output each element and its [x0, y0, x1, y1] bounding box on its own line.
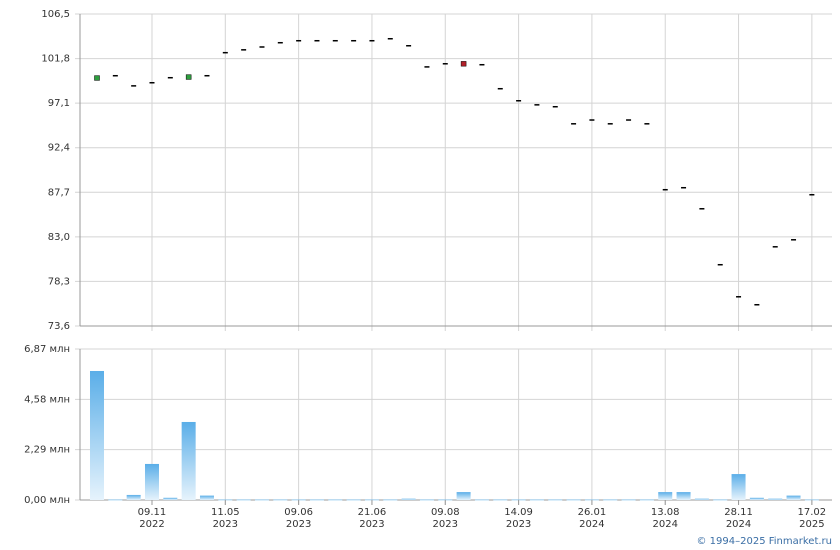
candle [644, 123, 650, 125]
x-tick-label: 13.08 2024 [650, 507, 680, 530]
volume-bar [199, 495, 214, 500]
candle [167, 76, 173, 79]
y-tick-label: 4,58 млн [24, 394, 70, 405]
volume-bar [254, 499, 269, 501]
y-tick-label: 6,87 млн [24, 344, 70, 355]
volume-bar [529, 499, 544, 501]
volume-bar [163, 497, 178, 500]
y-tick-label: 106,5 [41, 9, 70, 20]
candle [277, 41, 283, 44]
y-tick-label: 92,4 [48, 143, 70, 154]
candle [351, 39, 357, 42]
y-tick-label: 78,3 [48, 276, 70, 287]
x-tick-label: 17.02 2025 [797, 507, 827, 530]
candle [259, 46, 265, 48]
y-tick-label: 73,6 [48, 321, 70, 332]
candle [442, 63, 448, 65]
candle [222, 51, 228, 54]
x-tick-label: 14.09 2023 [504, 507, 533, 530]
y-tick-label: 0,00 млн [24, 495, 70, 506]
volume-bar [749, 497, 764, 500]
volume-bar [126, 494, 141, 500]
volume-bar [90, 370, 104, 500]
candle [497, 87, 503, 90]
x-tick-label: 21.06 2023 [357, 507, 387, 530]
volume-bar [346, 499, 361, 501]
candle [791, 239, 797, 241]
volume-bar [493, 499, 508, 501]
candle [571, 123, 577, 125]
volume-bar [309, 499, 324, 501]
candle [460, 61, 467, 67]
candle [406, 45, 412, 47]
candle [699, 208, 705, 210]
candle [662, 188, 668, 191]
candle [241, 49, 247, 51]
y-tick-label: 97,1 [48, 98, 70, 109]
candle [589, 119, 595, 121]
volume-bar [419, 499, 434, 501]
volume-bar [273, 499, 288, 501]
volume-bar [401, 498, 416, 500]
volume-bar [566, 499, 581, 501]
candle [424, 66, 430, 68]
y-tick-label: 2,29 млн [24, 445, 70, 456]
volume-bar [474, 499, 489, 501]
candle [479, 63, 485, 66]
x-tick-label: 28.11 2024 [724, 507, 753, 530]
candle [626, 119, 632, 121]
volume-bar [621, 499, 636, 501]
volume-bar [181, 421, 196, 500]
volume-bar [548, 499, 563, 501]
volume-bar [731, 474, 746, 500]
volume-bar [603, 499, 618, 501]
candle [717, 263, 723, 266]
candle [754, 303, 760, 306]
candle [516, 100, 522, 102]
candle [772, 246, 778, 248]
candle [296, 39, 302, 42]
volume-bar [786, 495, 801, 500]
y-tick-label: 101,8 [41, 54, 70, 65]
candle [369, 39, 375, 42]
x-tick-label: 09.06 2023 [284, 507, 313, 530]
candle [681, 186, 687, 189]
candle [332, 39, 338, 42]
candle [736, 296, 742, 298]
candle [534, 104, 540, 106]
x-tick-label: 09.11 2022 [137, 507, 167, 530]
candle [809, 193, 815, 196]
candle [112, 74, 118, 77]
volume-bar [144, 463, 159, 500]
volume-bar [676, 492, 691, 500]
candle [149, 81, 155, 84]
volume-bar [658, 492, 673, 500]
candle [94, 75, 100, 81]
candle [387, 37, 393, 40]
volume-bar [713, 499, 728, 501]
candle [607, 123, 613, 125]
copyright: © 1994–2025 Finmarket.ru [696, 536, 832, 547]
volume-bar [108, 499, 123, 501]
volume-bar [768, 498, 783, 500]
x-tick-label: 09.08 2023 [430, 507, 460, 530]
candle [552, 105, 558, 108]
volume-bar [694, 498, 709, 500]
volume-bar [383, 499, 398, 501]
volume-bar [328, 499, 343, 501]
candle [314, 39, 320, 42]
candle [204, 74, 210, 77]
volume-bar [236, 499, 251, 501]
volume-bar [456, 492, 471, 500]
y-tick-label: 83,0 [48, 232, 70, 243]
volume-bar [639, 499, 654, 501]
candle [185, 74, 192, 80]
x-tick-label: 11.05 2023 [210, 507, 240, 530]
y-tick-label: 87,7 [48, 187, 70, 198]
candle [131, 85, 137, 87]
x-tick-label: 26.01 2024 [577, 507, 607, 530]
